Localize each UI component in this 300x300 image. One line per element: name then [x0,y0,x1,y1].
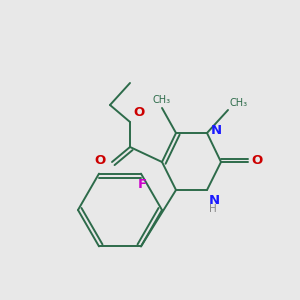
Text: N: N [209,194,220,207]
Text: O: O [133,106,144,119]
Text: CH₃: CH₃ [230,98,248,108]
Text: F: F [137,178,147,190]
Text: CH₃: CH₃ [153,95,171,105]
Text: O: O [251,154,262,167]
Text: H: H [209,204,217,214]
Text: N: N [211,124,222,136]
Text: O: O [95,154,106,166]
